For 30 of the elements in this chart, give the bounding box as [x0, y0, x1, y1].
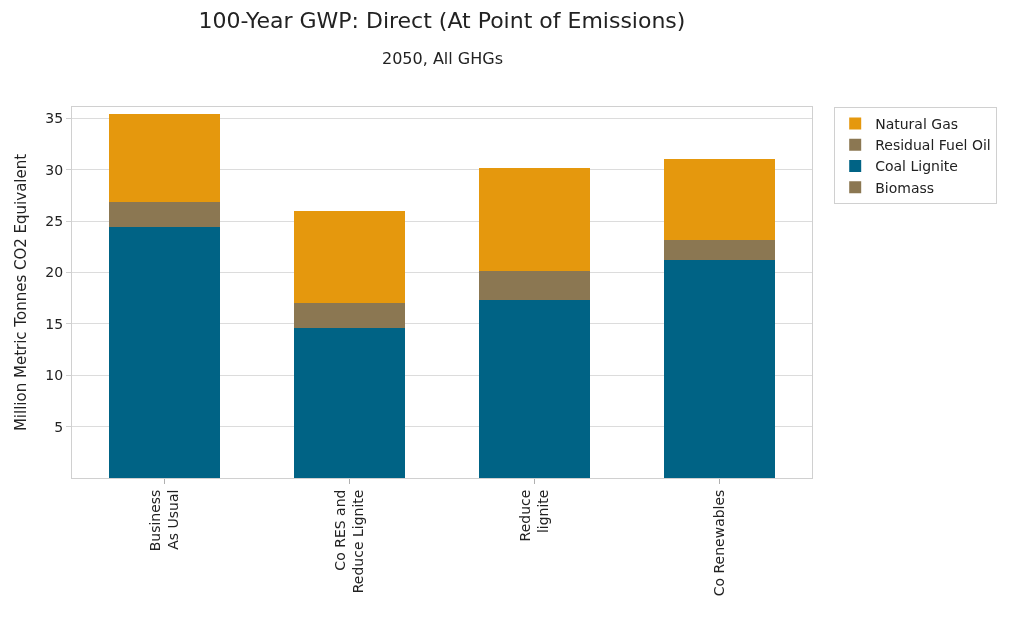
y-tick-label: 5: [54, 418, 64, 435]
legend-label: Natural Gas: [875, 116, 959, 133]
legend-label: Coal Lignite: [875, 158, 958, 175]
bar: [664, 159, 775, 240]
y-axis-title: Million Metric Tonnes CO2 Equivalent: [11, 153, 30, 432]
bar: [294, 327, 405, 478]
y-tick-label: 20: [45, 264, 64, 281]
x-tick-label: Co Renewables: [711, 489, 728, 597]
y-tick-label: 10: [45, 367, 64, 384]
bar: [479, 300, 590, 478]
bar: [294, 303, 405, 328]
y-tick-label: 25: [45, 212, 64, 229]
bar: [664, 239, 775, 261]
bar: [479, 271, 590, 301]
legend-label: Biomass: [875, 179, 935, 196]
bar: [109, 114, 220, 202]
bar: [479, 167, 590, 272]
bar: [109, 201, 220, 228]
chart-subtitle: 2050, All GHGs: [382, 49, 503, 68]
y-tick-label: 15: [45, 315, 64, 332]
y-tick-label: 35: [45, 110, 64, 127]
x-tick-label: Co RES and Reduce Lignite: [331, 489, 367, 594]
bar: [294, 210, 405, 304]
bar: [109, 227, 220, 478]
x-tick-label: Reduce lignite: [516, 489, 552, 542]
y-tick-label: 30: [45, 161, 64, 178]
bar: [664, 260, 775, 478]
legend-label: Residual Fuel Oil: [875, 137, 991, 154]
x-tick-label: Business As Usual: [146, 489, 182, 552]
chart-title: 100-Year GWP: Direct (At Point of Emissions): [198, 7, 686, 33]
